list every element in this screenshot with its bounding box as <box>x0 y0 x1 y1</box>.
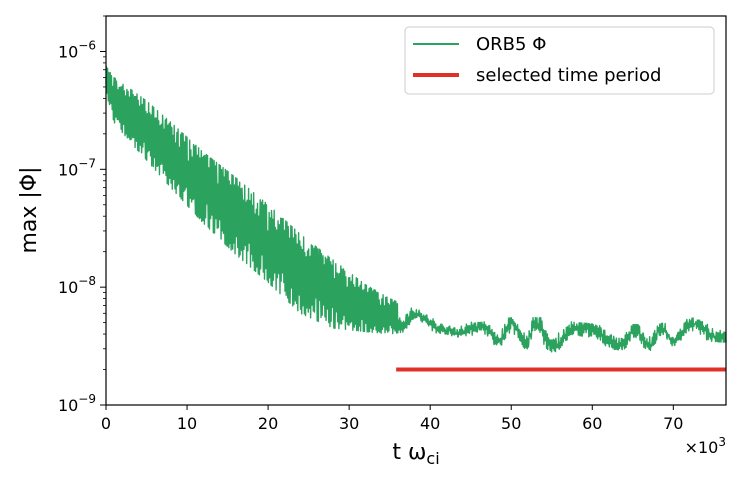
y-tick-label: 10−8 <box>58 274 96 297</box>
x-axis-label: t ωci <box>392 440 439 468</box>
x-tick-label: 60 <box>582 414 602 433</box>
x-tick-label: 40 <box>420 414 440 433</box>
x-tick-label: 0 <box>101 414 111 433</box>
x-multiplier: ×103 <box>685 435 726 457</box>
x-tick-label: 20 <box>258 414 278 433</box>
y-tick-label: 10−7 <box>58 156 96 179</box>
y-tick-label: 10−9 <box>58 392 96 415</box>
legend-box <box>404 26 715 95</box>
series-layer <box>105 66 727 372</box>
x-tick-label: 10 <box>177 414 197 433</box>
x-ticks: 0 10 20 30 40 50 60 70 <box>101 405 683 433</box>
x-tick-label: 30 <box>339 414 359 433</box>
y-ticks: 10−9 10−8 10−7 10−6 <box>58 15 106 415</box>
x-tick-label: 70 <box>663 414 683 433</box>
y-axis-label: max |Φ| <box>17 166 42 253</box>
x-tick-label: 50 <box>501 414 521 433</box>
legend: ORB5 Φ selected time period <box>404 26 715 95</box>
y-tick-label: 10−6 <box>58 38 96 61</box>
series-orb5-phi <box>105 66 727 353</box>
legend-label-selected: selected time period <box>476 65 661 86</box>
plot-frame <box>105 15 727 406</box>
legend-label-orb5: ORB5 Φ <box>476 34 546 55</box>
